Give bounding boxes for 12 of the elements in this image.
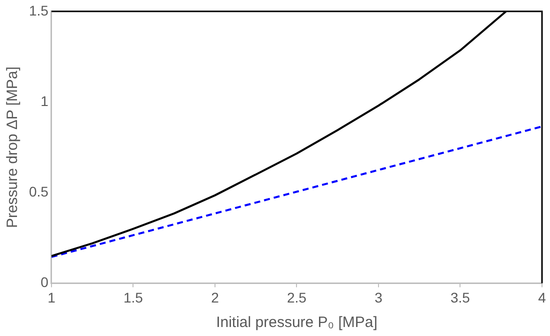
y-tick-label: 0	[40, 274, 49, 290]
x-tick-label: 4	[538, 289, 546, 306]
x-tick-label: 2	[211, 289, 220, 306]
y-axis-title: Pressure drop ΔP [MPa]	[4, 66, 22, 228]
x-tick-label: 3	[374, 289, 383, 306]
x-tick-label: 2.5	[286, 289, 307, 306]
x-axis-title: Initial pressure P₀ [MPa]	[216, 314, 378, 332]
y-tick-label: 1	[40, 92, 49, 109]
y-tick-label: 0.5	[28, 183, 49, 200]
y-tick-label: 1.5	[28, 2, 49, 18]
x-tick-label: 3.5	[450, 289, 470, 306]
x-tick-label: 1.5	[123, 289, 144, 306]
